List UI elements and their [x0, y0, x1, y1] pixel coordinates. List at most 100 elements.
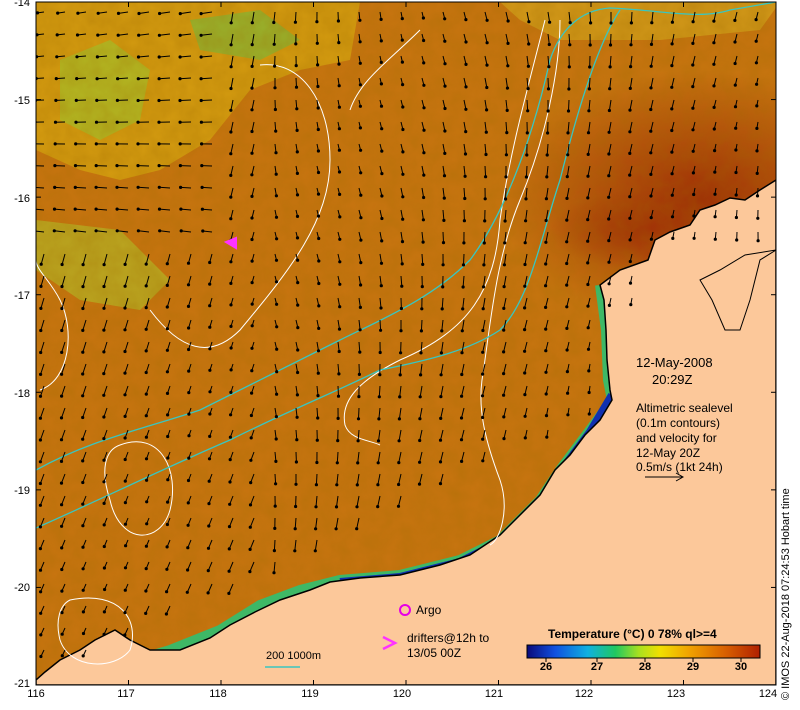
- current-vector-head: [165, 327, 169, 331]
- current-vector: [462, 275, 465, 288]
- current-vector-head: [418, 417, 422, 421]
- current-vector: [54, 208, 66, 211]
- current-vector-head: [229, 43, 233, 47]
- current-vector-head: [484, 152, 488, 157]
- current-vector-head: [380, 149, 384, 153]
- current-vector-head: [208, 434, 212, 438]
- current-vector-head: [481, 437, 485, 441]
- current-vector-head: [165, 370, 169, 374]
- current-vector-head: [734, 126, 738, 130]
- current-vector-head: [377, 417, 381, 421]
- current-vector-head: [422, 106, 426, 110]
- current-vector-head: [228, 435, 232, 439]
- current-vector: [40, 297, 45, 309]
- current-vector-head: [199, 33, 203, 37]
- current-vector: [482, 363, 486, 375]
- current-vector-head: [336, 416, 340, 420]
- current-vector-head: [274, 415, 278, 419]
- current-vector: [589, 11, 592, 23]
- current-vector-head: [229, 368, 233, 372]
- current-vector-head: [295, 193, 300, 197]
- current-vector-head: [523, 241, 527, 245]
- current-vector-head: [380, 194, 384, 198]
- current-vector: [483, 275, 486, 287]
- current-vector-head: [228, 458, 232, 462]
- current-vector: [609, 77, 612, 89]
- current-vector: [484, 77, 488, 88]
- current-vector-head: [506, 19, 510, 23]
- current-vector-head: [187, 456, 191, 460]
- current-vector-head: [502, 306, 506, 310]
- current-vector-head: [713, 149, 717, 153]
- current-vector: [61, 385, 66, 397]
- current-vector: [145, 319, 150, 330]
- current-vector-head: [358, 18, 362, 22]
- current-vector: [525, 165, 528, 178]
- current-vector-head: [123, 371, 127, 375]
- current-vector: [378, 407, 381, 419]
- current-vector-head: [81, 459, 85, 463]
- current-vector-head: [629, 303, 633, 307]
- current-vector-head: [95, 55, 99, 59]
- current-vector-head: [229, 65, 233, 69]
- current-vector-head: [421, 240, 425, 244]
- current-vector-head: [39, 633, 43, 637]
- current-vector-head: [422, 61, 426, 65]
- current-vector: [82, 297, 87, 309]
- current-vector-head: [316, 127, 320, 132]
- current-vector-head: [317, 304, 321, 308]
- current-vector-head: [186, 261, 191, 265]
- current-vector: [39, 451, 45, 462]
- current-vector-head: [421, 16, 425, 20]
- current-vector-head: [460, 351, 464, 355]
- current-vector: [61, 341, 66, 353]
- current-vector-head: [229, 108, 233, 112]
- current-vector-head: [755, 126, 759, 130]
- current-vector: [337, 363, 340, 374]
- current-vector-head: [248, 503, 253, 507]
- current-vector: [75, 186, 87, 189]
- current-vector-head: [274, 258, 279, 262]
- current-vector-head: [102, 372, 106, 376]
- current-vector-head: [275, 370, 279, 374]
- current-vector-head: [628, 238, 632, 242]
- current-vector-head: [250, 324, 254, 328]
- current-vector-head: [649, 86, 653, 90]
- current-vector-head: [485, 63, 489, 67]
- current-vector-head: [36, 55, 39, 59]
- current-vector-head: [502, 372, 506, 376]
- current-vector-head: [145, 478, 149, 482]
- current-vector: [378, 429, 381, 441]
- current-vector-head: [144, 349, 148, 353]
- velocity-scale-arrow: [645, 472, 685, 482]
- current-vector-head: [400, 60, 404, 64]
- current-vector-head: [249, 458, 253, 462]
- current-vector-head: [144, 262, 148, 266]
- current-vector-head: [337, 41, 341, 45]
- current-vector: [82, 341, 87, 353]
- current-vector: [230, 99, 234, 111]
- current-vector-head: [102, 328, 106, 332]
- current-vector: [228, 539, 234, 550]
- current-vector-head: [178, 55, 182, 59]
- current-vector-head: [293, 549, 297, 553]
- current-vector-head: [179, 207, 183, 211]
- current-vector-head: [338, 237, 342, 241]
- current-vector-head: [275, 347, 279, 351]
- current-vector: [181, 230, 192, 233]
- sealevel-note-line: Altimetric sealevel: [636, 401, 733, 415]
- current-vector-head: [691, 63, 695, 67]
- current-vector-head: [464, 18, 468, 22]
- current-vector-head: [337, 105, 341, 109]
- current-vector: [82, 275, 87, 287]
- current-vector-head: [179, 185, 183, 189]
- current-vector-head: [523, 306, 527, 310]
- current-vector-head: [60, 503, 64, 507]
- current-vector-head: [357, 395, 361, 399]
- current-vector: [40, 275, 45, 287]
- current-vector: [138, 77, 150, 80]
- current-vector: [421, 231, 424, 243]
- current-vector: [61, 253, 66, 265]
- current-vector-head: [102, 350, 106, 354]
- current-vector-head: [145, 500, 149, 504]
